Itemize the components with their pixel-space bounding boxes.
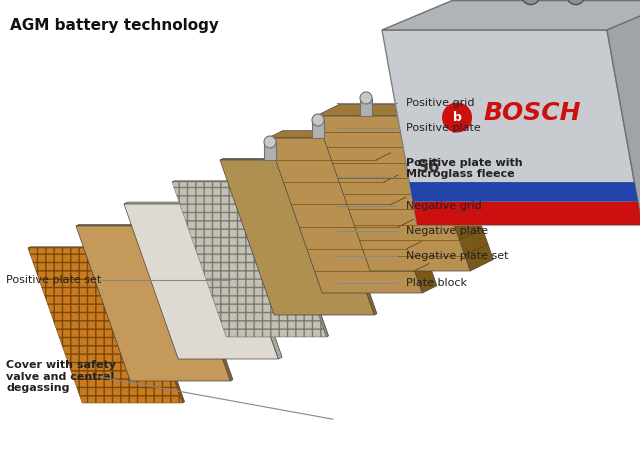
Polygon shape (28, 247, 131, 248)
Polygon shape (124, 204, 278, 359)
Polygon shape (316, 105, 439, 116)
Circle shape (312, 114, 324, 126)
Text: Cover with safety
valve and central
degassing: Cover with safety valve and central dega… (6, 360, 116, 393)
Polygon shape (413, 202, 640, 225)
Bar (312, 120, 324, 138)
Text: Positive plate set: Positive plate set (6, 275, 102, 285)
Polygon shape (224, 202, 282, 359)
Polygon shape (176, 225, 233, 381)
Polygon shape (28, 248, 182, 403)
Text: Positive plate: Positive plate (406, 123, 481, 133)
Text: Positive plate with
Microglass fleece: Positive plate with Microglass fleece (406, 158, 523, 179)
Text: Negative plate: Negative plate (406, 226, 488, 236)
Polygon shape (268, 138, 422, 293)
Polygon shape (124, 202, 228, 204)
Polygon shape (607, 0, 640, 225)
Bar (360, 98, 372, 116)
Polygon shape (382, 0, 640, 30)
Circle shape (443, 104, 471, 131)
Text: Negative grid: Negative grid (406, 201, 482, 211)
Polygon shape (268, 130, 383, 138)
Circle shape (360, 92, 372, 104)
Text: BOSCH: BOSCH (483, 100, 581, 124)
Polygon shape (410, 182, 638, 202)
Polygon shape (76, 226, 230, 381)
Text: Negative plate set: Negative plate set (406, 251, 509, 261)
Polygon shape (172, 182, 326, 337)
Polygon shape (220, 160, 374, 315)
Text: Plate block: Plate block (406, 277, 467, 288)
Text: Positive grid: Positive grid (406, 97, 475, 108)
Polygon shape (220, 159, 323, 160)
Polygon shape (416, 105, 493, 271)
Polygon shape (368, 130, 437, 293)
Circle shape (522, 0, 540, 5)
Text: b: b (452, 111, 461, 124)
Polygon shape (272, 181, 328, 337)
Polygon shape (76, 225, 179, 226)
Circle shape (567, 0, 585, 5)
Polygon shape (172, 181, 275, 182)
Polygon shape (320, 159, 377, 315)
Polygon shape (382, 30, 640, 225)
Circle shape (264, 136, 276, 148)
Text: AGM battery technology: AGM battery technology (10, 18, 219, 33)
Polygon shape (128, 247, 184, 403)
Text: S6: S6 (417, 157, 440, 176)
Polygon shape (316, 116, 470, 271)
Bar (264, 142, 276, 160)
